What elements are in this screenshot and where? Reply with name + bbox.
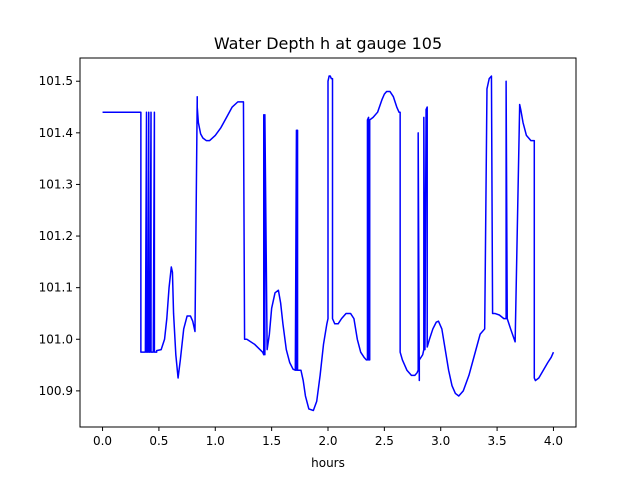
x-tick-label: 3.5 xyxy=(488,434,507,448)
x-tick-label: 0.5 xyxy=(149,434,168,448)
series-line-0 xyxy=(102,75,555,412)
y-tick-label: 101.5 xyxy=(39,74,73,88)
x-tick-label: 1.0 xyxy=(206,434,225,448)
x-tick-label: 2.0 xyxy=(318,434,337,448)
x-tick-label: 3.0 xyxy=(431,434,450,448)
y-tick-label: 100.9 xyxy=(39,384,73,398)
y-tick-label: 101.2 xyxy=(39,229,73,243)
x-tick-label: 1.5 xyxy=(262,434,281,448)
y-tick-label: 101.1 xyxy=(39,281,73,295)
x-axis-label: hours xyxy=(311,456,345,470)
x-tick-label: 4.0 xyxy=(544,434,563,448)
x-tick-label: 0.0 xyxy=(93,434,112,448)
chart-title: Water Depth h at gauge 105 xyxy=(214,34,442,53)
plot-area xyxy=(102,75,555,412)
plot-frame xyxy=(79,57,577,428)
y-axis-ticks: 100.9 101.0 101.1 101.2 101.3 101.4 101.5 xyxy=(39,74,80,398)
x-tick-label: 2.5 xyxy=(375,434,394,448)
x-axis-ticks: 0.0 0.5 1.0 1.5 2.0 2.5 3.0 3.5 4.0 xyxy=(93,427,563,448)
y-tick-label: 101.3 xyxy=(39,177,73,191)
y-tick-label: 101.4 xyxy=(39,126,73,140)
y-tick-label: 101.0 xyxy=(39,332,73,346)
